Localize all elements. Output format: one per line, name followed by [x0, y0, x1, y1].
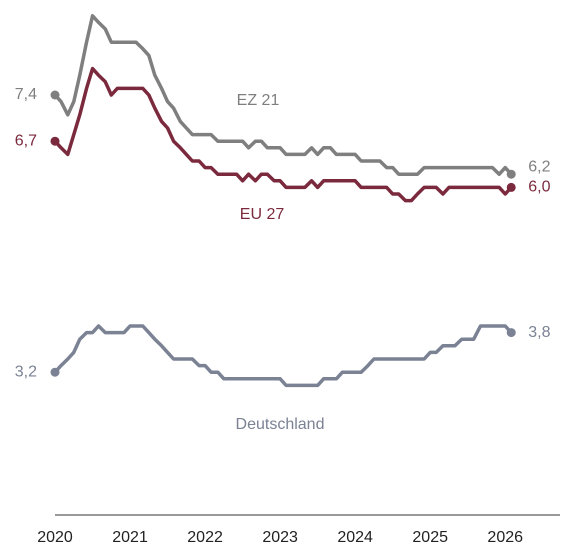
end-dot — [50, 90, 60, 100]
series-line — [53, 324, 513, 388]
x-tick-label: 2021 — [112, 529, 148, 546]
value-label: 3,8 — [528, 324, 550, 341]
series-line — [53, 66, 513, 203]
series-line — [53, 14, 513, 176]
series-label: EU 27 — [240, 206, 285, 223]
x-tick-label: 2022 — [187, 529, 223, 546]
end-dot — [506, 169, 516, 179]
value-label: 6,7 — [15, 132, 37, 149]
value-label: 6,0 — [528, 179, 550, 196]
series-label: EZ 21 — [237, 92, 280, 109]
end-dot — [506, 182, 516, 192]
value-label: 7,4 — [15, 86, 37, 103]
series-label: Deutschland — [236, 416, 325, 433]
value-label: 6,2 — [528, 158, 550, 175]
x-tick-label: 2020 — [37, 529, 73, 546]
end-dot — [506, 328, 516, 338]
x-tick-label: 2026 — [487, 529, 523, 546]
x-tick-label: 2023 — [262, 529, 298, 546]
x-tick-label: 2024 — [337, 529, 373, 546]
end-dot — [50, 136, 60, 146]
end-dot — [50, 367, 60, 377]
value-label: 3,2 — [15, 363, 37, 380]
x-tick-label: 2025 — [412, 529, 448, 546]
